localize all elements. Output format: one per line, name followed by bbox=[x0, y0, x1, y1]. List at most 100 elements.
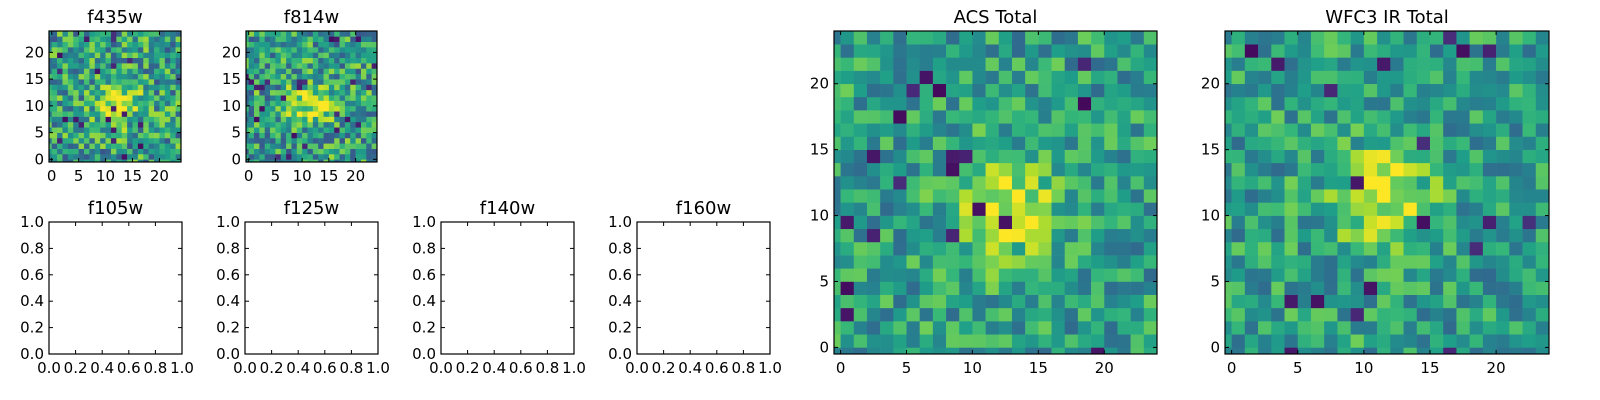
heatmap-cell bbox=[880, 255, 894, 269]
heatmap-cell bbox=[1297, 136, 1312, 150]
heatmap-cell bbox=[1038, 136, 1052, 150]
heatmap-cell bbox=[254, 57, 260, 64]
heatmap-cell bbox=[1231, 294, 1246, 309]
heatmap-cell bbox=[1324, 281, 1338, 295]
heatmap-cell bbox=[246, 143, 249, 149]
heatmap-cell bbox=[328, 116, 335, 123]
heatmap-cell bbox=[159, 52, 166, 59]
heatmap-cell bbox=[946, 123, 960, 137]
heatmap-cell bbox=[1244, 57, 1259, 71]
heatmap-cell bbox=[1429, 83, 1444, 98]
heatmap-cell bbox=[1456, 162, 1470, 177]
heatmap-cell bbox=[132, 95, 139, 101]
heatmap-cell bbox=[302, 121, 308, 128]
heatmap-cell bbox=[355, 137, 362, 144]
heatmap-cell bbox=[371, 31, 378, 37]
heatmap-cell bbox=[1337, 307, 1351, 322]
heatmap-cell bbox=[1284, 228, 1299, 243]
heatmap-cell bbox=[1051, 44, 1066, 58]
heatmap-cell bbox=[1231, 334, 1246, 348]
heatmap-cell bbox=[1350, 189, 1365, 203]
heatmap-cell bbox=[51, 116, 58, 123]
x-tick-label: 0 bbox=[244, 167, 254, 185]
heatmap-cell bbox=[78, 153, 85, 160]
heatmap-cell bbox=[175, 137, 182, 144]
heatmap-cell bbox=[94, 111, 101, 117]
heatmap-cell bbox=[84, 105, 90, 112]
heatmap-cell bbox=[254, 100, 260, 107]
heatmap-cell bbox=[1390, 334, 1404, 348]
heatmap-cell bbox=[1416, 334, 1431, 348]
heatmap-cell bbox=[159, 105, 166, 112]
heatmap-cell bbox=[880, 176, 894, 190]
heatmap-cell bbox=[296, 95, 303, 101]
heatmap-cell bbox=[1429, 57, 1444, 71]
heatmap-cell bbox=[355, 95, 362, 101]
heatmap-cell bbox=[291, 100, 298, 107]
heatmap-cell bbox=[1143, 149, 1158, 164]
heatmap-cell bbox=[840, 162, 855, 177]
heatmap-cell bbox=[1443, 347, 1457, 355]
heatmap-cell bbox=[57, 132, 63, 139]
heatmap-cell bbox=[853, 347, 868, 355]
heatmap-cell bbox=[1403, 149, 1418, 164]
heatmap-cell bbox=[170, 121, 176, 128]
heatmap-cell bbox=[1350, 347, 1365, 355]
heatmap-cell bbox=[1522, 294, 1537, 309]
heatmap-cell bbox=[880, 321, 894, 335]
heatmap-cell bbox=[264, 89, 271, 96]
heatmap-cell bbox=[132, 148, 139, 155]
heatmap-cell bbox=[371, 105, 378, 112]
heatmap-cell bbox=[1377, 268, 1391, 282]
heatmap-cell bbox=[350, 111, 356, 117]
heatmap-cell bbox=[132, 68, 139, 75]
heatmap-cell bbox=[1064, 162, 1079, 177]
heatmap-cell bbox=[840, 294, 855, 309]
heatmap-cell bbox=[302, 73, 308, 80]
heatmap-cell bbox=[286, 47, 292, 53]
heatmap-cell bbox=[840, 31, 855, 45]
heatmap-cell bbox=[270, 63, 276, 69]
heatmap-cell bbox=[148, 143, 155, 149]
heatmap-cell bbox=[1482, 136, 1497, 150]
heatmap-cell bbox=[998, 281, 1013, 295]
heatmap-cell bbox=[880, 110, 894, 124]
heatmap-cell bbox=[1443, 321, 1457, 335]
heatmap-cell bbox=[1324, 321, 1338, 335]
heatmap-cell bbox=[1130, 281, 1145, 295]
heatmap-cell bbox=[946, 83, 960, 98]
heatmap-cell bbox=[1297, 334, 1312, 348]
heatmap-cell bbox=[121, 127, 128, 133]
heatmap-cell bbox=[143, 31, 149, 37]
heatmap-cell bbox=[159, 95, 166, 101]
heatmap-cell bbox=[286, 84, 292, 91]
heatmap-cell bbox=[1284, 321, 1299, 335]
heatmap-cell bbox=[291, 159, 298, 163]
heatmap-cell bbox=[1225, 189, 1232, 203]
heatmap-cell bbox=[291, 79, 298, 85]
heatmap-cell bbox=[1324, 241, 1338, 256]
heatmap-cell bbox=[121, 132, 128, 139]
y-tick-label: 15 bbox=[1201, 141, 1220, 159]
heatmap-cell bbox=[1429, 123, 1444, 137]
y-tick-label: 0.2 bbox=[412, 319, 436, 337]
heatmap-cell bbox=[355, 73, 362, 80]
heatmap-cell bbox=[1310, 136, 1325, 150]
heatmap-cell bbox=[1064, 136, 1079, 150]
heatmap-cell bbox=[853, 31, 868, 45]
heatmap-cell bbox=[946, 176, 960, 190]
heatmap-cell bbox=[1231, 136, 1246, 150]
heatmap-cell bbox=[328, 100, 335, 107]
heatmap-cell bbox=[248, 111, 255, 117]
heatmap-cell bbox=[100, 47, 106, 53]
heatmap-cell bbox=[972, 123, 986, 137]
heatmap-cell bbox=[296, 89, 303, 96]
heatmap-cell bbox=[1509, 83, 1523, 98]
heatmap-cell bbox=[286, 89, 292, 96]
heatmap-cell bbox=[1469, 136, 1484, 150]
heatmap-cell bbox=[1443, 83, 1457, 98]
heatmap-cell bbox=[51, 47, 58, 53]
x-tick-label: 0.8 bbox=[339, 359, 363, 377]
heatmap-cell bbox=[1429, 307, 1444, 322]
heatmap-cell bbox=[127, 100, 133, 107]
